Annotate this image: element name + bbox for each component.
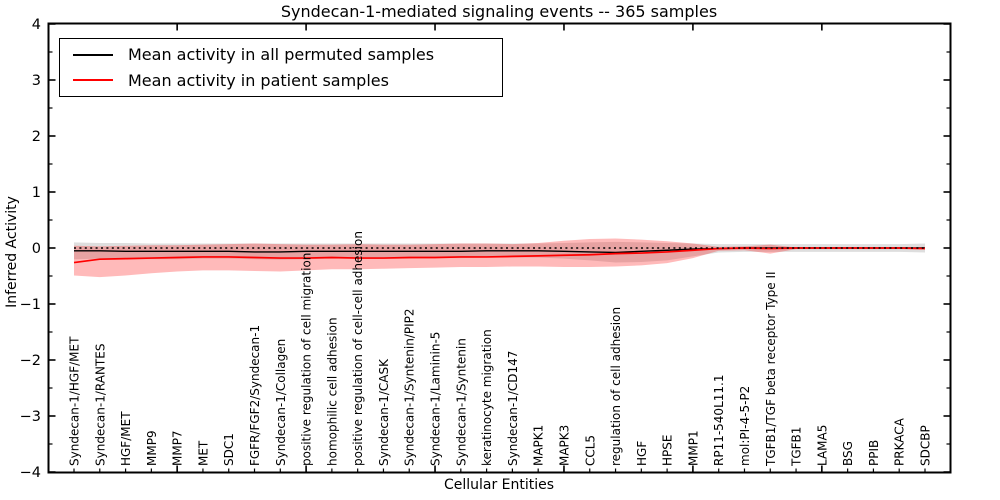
x-tick-label: MMP7	[171, 430, 185, 466]
x-tick-label: TGFB1/TGF beta receptor Type II	[764, 271, 778, 467]
x-tick-label: Syndecan-1/CASK	[377, 358, 391, 466]
y-tick-label: −4	[20, 465, 41, 481]
x-tick-label: HPSE	[661, 435, 675, 466]
y-axis-label: Inferred Activity	[4, 196, 20, 308]
y-tick-label: −1	[20, 297, 41, 313]
y-tick-label: 3	[32, 73, 41, 89]
legend: Mean activity in all permuted samples Me…	[59, 38, 503, 97]
x-tick-label: Syndecan-1/RANTES	[93, 344, 107, 466]
x-tick-label: PRKACA	[893, 417, 907, 466]
x-tick-label: MET	[196, 440, 210, 466]
y-tick-label: 4	[32, 17, 41, 33]
x-tick-label: homophilic cell adhesion	[325, 317, 339, 466]
x-tick-label: regulation of cell adhesion	[609, 307, 623, 466]
x-tick-label: SDC1	[222, 433, 236, 466]
y-tick-label: 1	[32, 185, 41, 201]
x-tick-label: HGF/MET	[119, 411, 133, 466]
x-tick-label: mol:PI-4-5-P2	[738, 386, 752, 466]
legend-label-patient: Mean activity in patient samples	[128, 70, 389, 90]
x-tick-label: Syndecan-1/Syntenin	[454, 338, 468, 466]
legend-line-sample-black	[73, 53, 113, 56]
y-tick-label: 0	[32, 241, 41, 257]
x-tick-label: positive regulation of cell migration	[300, 253, 314, 466]
x-tick-label: MAPK1	[532, 425, 546, 466]
legend-item-patient: Mean activity in patient samples	[73, 71, 502, 90]
x-tick-label: keratinocyte migration	[480, 329, 494, 466]
x-tick-label: LAMA5	[815, 425, 829, 466]
x-tick-label: BSG	[841, 441, 855, 466]
x-tick-label: Syndecan-1/Syntenin/PIP2	[403, 308, 417, 466]
x-tick-label: Syndecan-1/Laminin-5	[429, 332, 443, 466]
x-tick-label: TGFB1	[790, 427, 804, 467]
x-tick-label: SDCBP	[919, 425, 933, 466]
chart-title: Syndecan-1-mediated signaling events -- …	[280, 2, 718, 21]
x-tick-label: MMP9	[145, 430, 159, 466]
y-tick-label: 2	[32, 129, 41, 145]
x-tick-label: Syndecan-1/Collagen	[274, 339, 288, 466]
x-tick-label: PPIB	[867, 440, 881, 466]
x-axis-label: Cellular Entities	[443, 477, 555, 493]
x-tick-label: FGFR/FGF2/Syndecan-1	[248, 325, 262, 466]
y-tick-label: −3	[20, 409, 41, 425]
x-tick-label: HGF	[635, 441, 649, 466]
x-tick-label: CCL5	[583, 435, 597, 466]
x-tick-label: Syndecan-1/CD147	[506, 351, 520, 466]
x-tick-label: positive regulation of cell-cell adhesio…	[351, 231, 365, 466]
x-tick-label: RP11-540L11.1	[712, 375, 726, 466]
y-tick-label: −2	[20, 353, 41, 369]
legend-line-sample-red	[73, 79, 113, 82]
x-tick-label: MMP1	[686, 430, 700, 466]
legend-label-permuted: Mean activity in all permuted samples	[128, 45, 435, 65]
x-tick-label: MAPK3	[557, 425, 571, 466]
x-tick-label: Syndecan-1/HGF/MET	[68, 336, 82, 466]
legend-item-permuted: Mean activity in all permuted samples	[73, 45, 502, 64]
